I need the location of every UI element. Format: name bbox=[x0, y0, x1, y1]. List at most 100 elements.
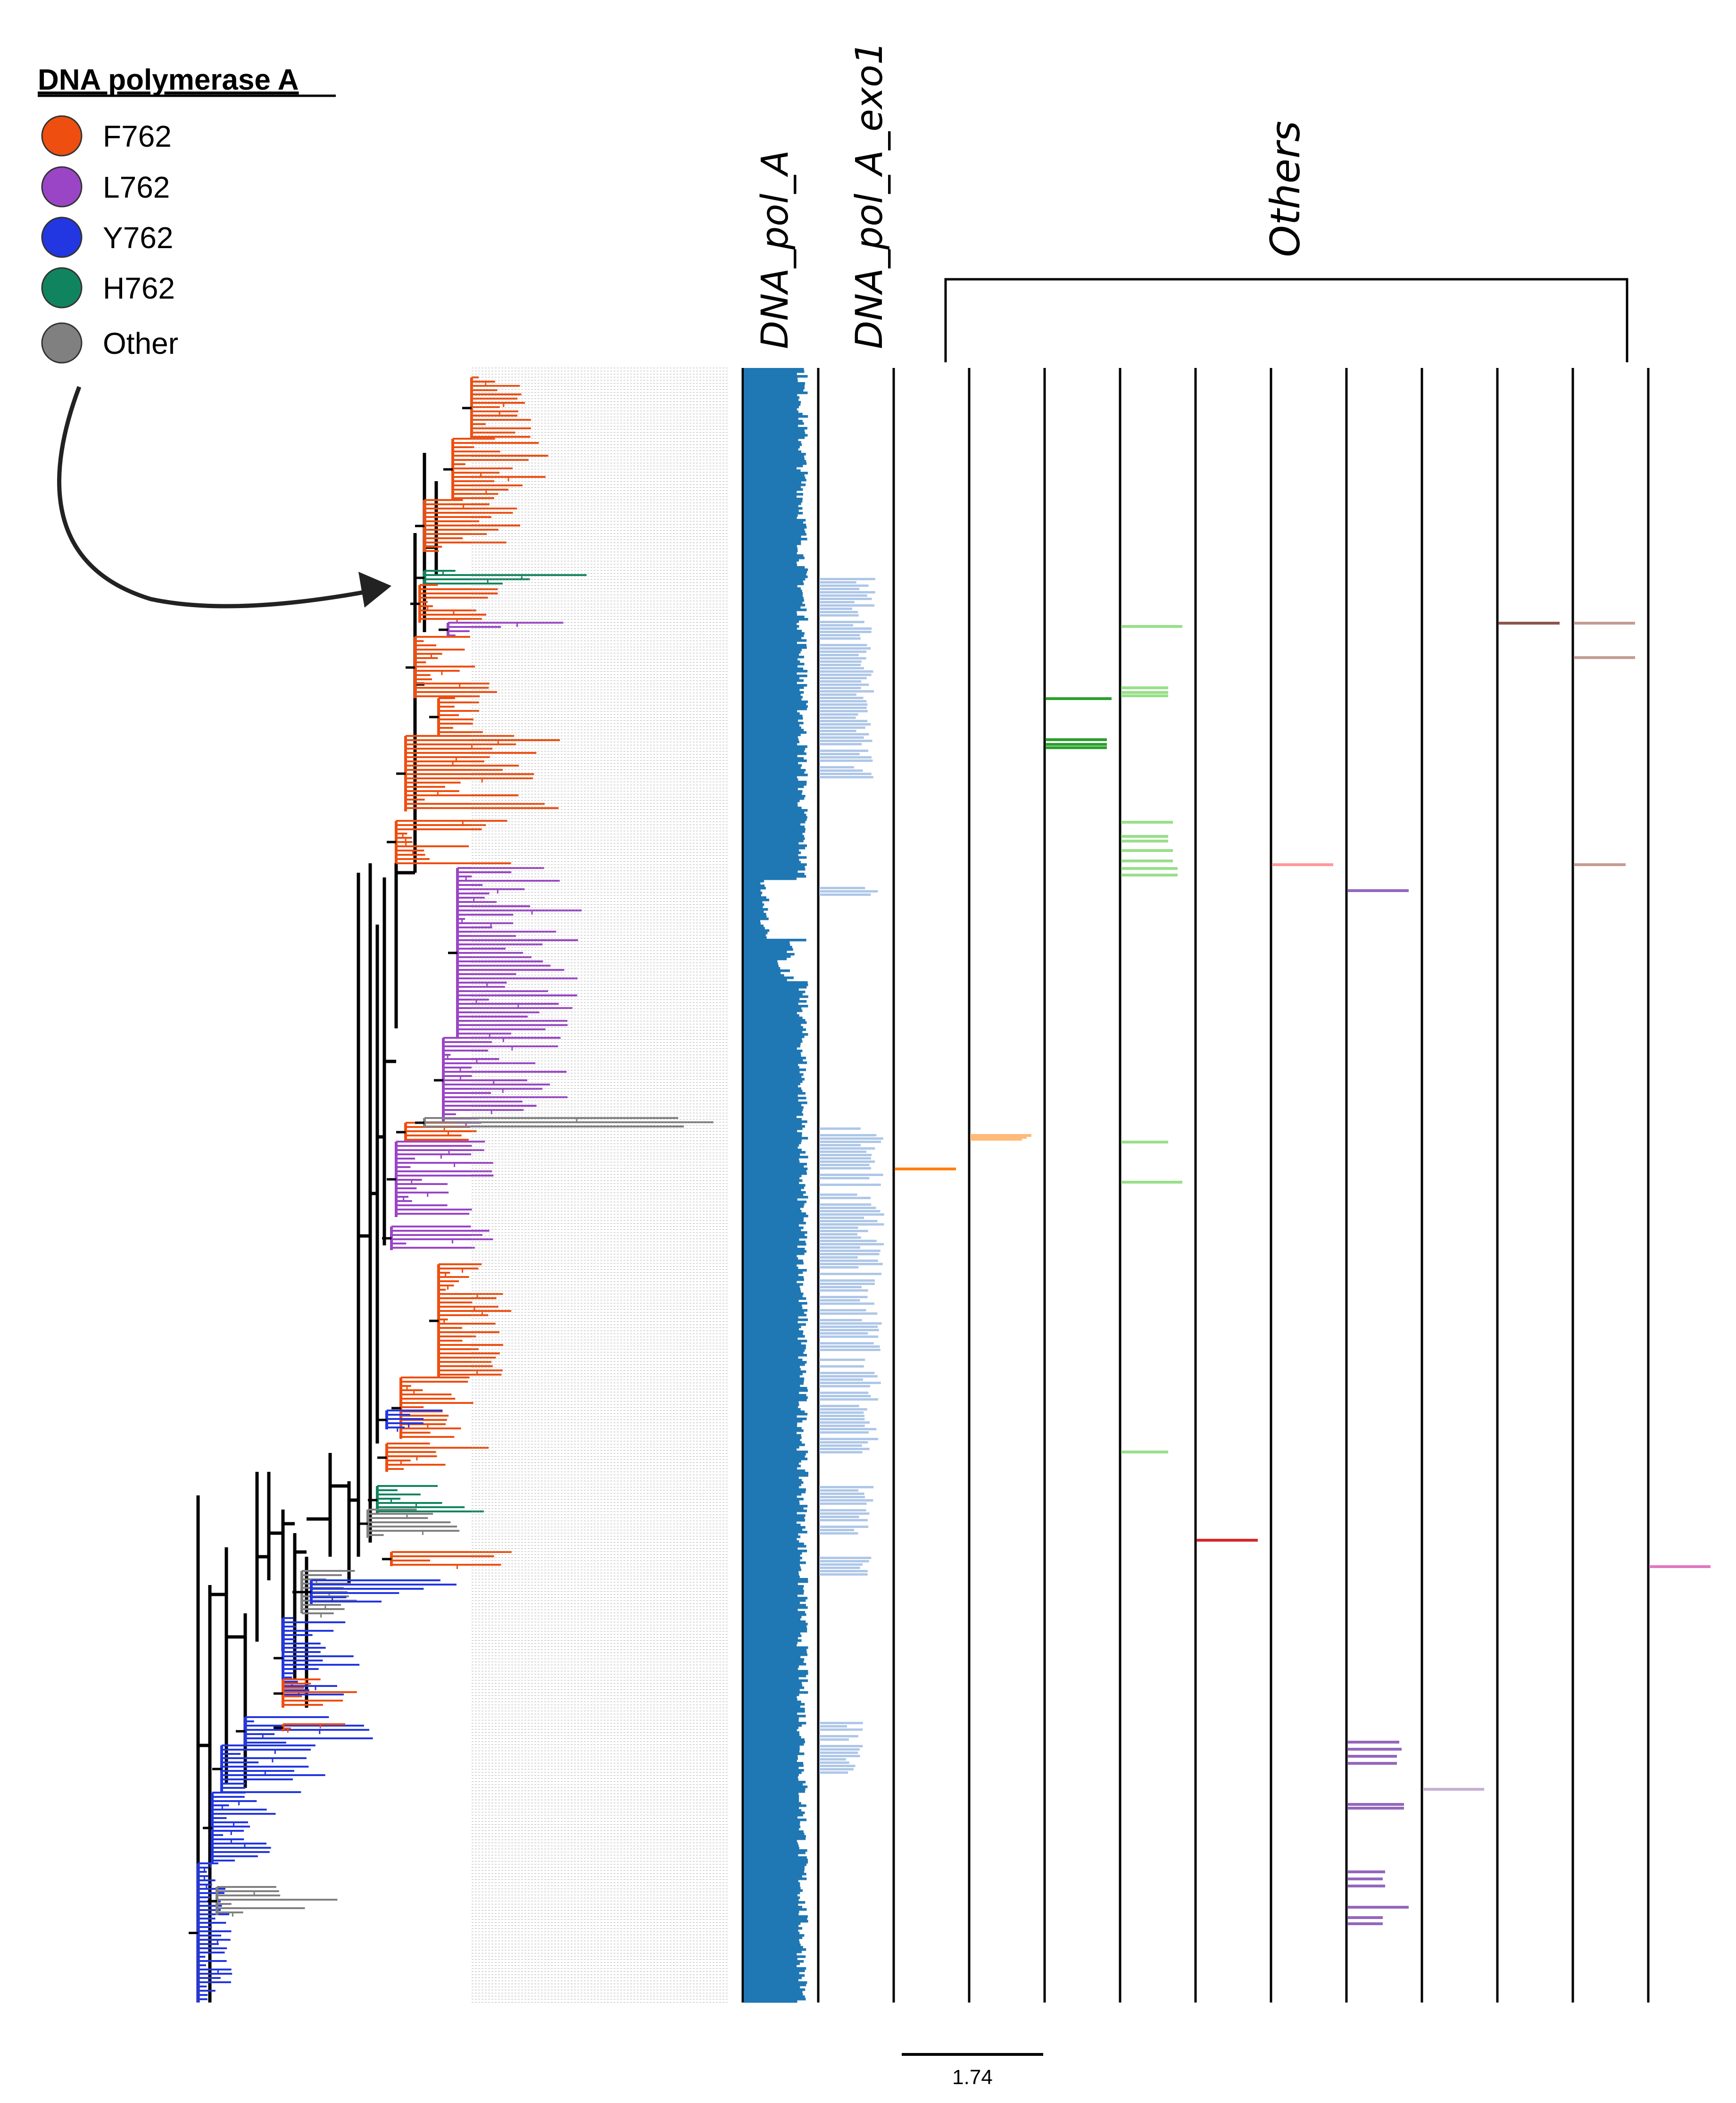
dna-pol-a-bar bbox=[744, 1599, 806, 1602]
dna-pol-a-bar bbox=[744, 1241, 806, 1243]
dna-pol-a-bar bbox=[744, 1427, 802, 1430]
dna-pol-a-bar bbox=[744, 380, 798, 383]
dna-pol-a-bar bbox=[744, 1222, 806, 1225]
dna-pol-a-bar bbox=[744, 830, 806, 833]
dna-pol-a-bar bbox=[744, 804, 798, 807]
dna-pol-a-bar bbox=[744, 790, 803, 793]
dna-pol-a-bar bbox=[744, 1670, 808, 1673]
dna-pol-a-bar bbox=[744, 1057, 806, 1060]
dna-pol-a-bar bbox=[744, 1151, 806, 1154]
dna-pol-a-exo1-bar bbox=[819, 1532, 858, 1535]
dna-pol-a-bar bbox=[744, 1243, 806, 1246]
dna-pol-a-bar bbox=[744, 1465, 801, 1468]
dna-pol-a-bar bbox=[744, 1587, 803, 1590]
dna-pol-a-bar bbox=[744, 991, 806, 993]
dna-pol-a-bar bbox=[744, 1484, 801, 1486]
other-domain-bar bbox=[1121, 686, 1168, 689]
dna-pol-a-bar bbox=[744, 894, 761, 897]
dna-pol-a-exo1-bar bbox=[819, 1151, 867, 1153]
dna-pol-a-bar bbox=[744, 906, 763, 909]
dna-pol-a-bar bbox=[744, 1823, 800, 1826]
dna-pol-a-exo1-bar bbox=[819, 1382, 881, 1384]
dna-pol-a-bar bbox=[744, 851, 801, 854]
dna-pol-a-bar bbox=[744, 1061, 807, 1064]
dna-pol-a-bar bbox=[744, 1031, 803, 1034]
dna-pol-a-bar bbox=[744, 1524, 801, 1527]
annotation-tracks bbox=[741, 368, 1711, 2003]
dna-pol-a-bar bbox=[744, 1314, 807, 1317]
legend-label-h762: H762 bbox=[103, 271, 175, 305]
dna-pol-a-exo1-bar bbox=[819, 1405, 859, 1407]
dna-pol-a-bar bbox=[744, 1583, 798, 1586]
dna-pol-a-bar bbox=[744, 514, 798, 517]
dna-pol-a-bar bbox=[744, 962, 778, 965]
dna-pol-a-bar bbox=[744, 677, 800, 680]
dna-pol-a-bar bbox=[744, 1132, 802, 1135]
dna-pol-a-bar bbox=[744, 785, 804, 788]
dna-pol-a-bar bbox=[744, 1708, 805, 1711]
dna-pol-a-bar bbox=[744, 750, 805, 753]
dna-pol-a-bar bbox=[744, 460, 806, 463]
dna-pol-a-bar bbox=[744, 1248, 805, 1251]
dna-pol-a-bar bbox=[744, 1054, 801, 1057]
dna-pol-a-bar bbox=[744, 1797, 799, 1800]
dna-pol-a-bar bbox=[744, 1778, 798, 1781]
dna-pol-a-bar bbox=[744, 1448, 797, 1451]
dna-pol-a-bar bbox=[744, 1316, 798, 1319]
dna-pol-a-bar bbox=[744, 1663, 806, 1666]
dna-pol-a-bar bbox=[744, 679, 804, 682]
dna-pol-a-bar bbox=[744, 592, 803, 595]
dna-pol-a-exo1-bar bbox=[819, 1230, 868, 1232]
dna-pol-a-exo1-bar bbox=[819, 736, 864, 739]
dna-pol-a-bar bbox=[744, 1429, 804, 1432]
dna-pol-a-bar bbox=[744, 1653, 808, 1656]
other-domain-bar bbox=[1649, 1565, 1711, 1568]
dna-pol-a-bar bbox=[744, 1849, 807, 1852]
dna-pol-a-exo1-bar bbox=[819, 1444, 862, 1447]
dna-pol-a-exo1-bar bbox=[819, 1283, 875, 1285]
dna-pol-a-bar bbox=[744, 653, 799, 656]
dna-pol-a-bar bbox=[744, 601, 803, 604]
dna-pol-a-bar bbox=[744, 771, 805, 774]
dna-pol-a-bar bbox=[744, 1736, 801, 1739]
dna-pol-a-exo1-bar bbox=[819, 753, 860, 755]
dna-pol-a-bar bbox=[744, 1514, 806, 1517]
dna-pol-a-bar bbox=[744, 587, 801, 590]
dna-pol-a-exo1-bar bbox=[819, 1213, 884, 1216]
dna-pol-a-bar bbox=[744, 512, 803, 515]
dna-pol-a-bar bbox=[744, 1111, 802, 1114]
dna-pol-a-exo1-bar bbox=[819, 578, 875, 580]
dna-pol-a-bar bbox=[744, 498, 803, 501]
dna-pol-a-exo1-bar bbox=[819, 1177, 870, 1179]
dna-pol-a-bar bbox=[744, 755, 797, 758]
dna-pol-a-bar bbox=[744, 684, 807, 687]
dna-pol-a-bar bbox=[744, 1661, 804, 1663]
dna-pol-a-bar bbox=[744, 1875, 802, 1878]
dna-pol-a-bar bbox=[744, 1561, 806, 1564]
dna-pol-a-bar bbox=[744, 1651, 807, 1654]
dna-pol-a-bar bbox=[744, 1920, 808, 1923]
dna-pol-a-bar bbox=[744, 1807, 799, 1810]
dna-pol-a-bar bbox=[744, 1774, 799, 1777]
dna-pol-a-bar bbox=[744, 1800, 799, 1803]
dna-pol-a-bar bbox=[744, 1408, 801, 1411]
legend-label-other: Other bbox=[103, 326, 178, 360]
dna-pol-a-bar bbox=[744, 1137, 808, 1140]
dna-pol-a-bar bbox=[744, 1257, 798, 1260]
dna-pol-a-bar bbox=[744, 609, 807, 611]
dna-pol-a-bar bbox=[744, 1771, 802, 1774]
dna-pol-a-bar bbox=[744, 1750, 800, 1753]
dna-pol-a-exo1-bar bbox=[819, 1411, 864, 1414]
dna-pol-a-bar bbox=[744, 1540, 799, 1543]
dna-pol-a-bar bbox=[744, 1474, 808, 1477]
dna-pol-a-bar bbox=[744, 731, 807, 734]
dna-pol-a-bar bbox=[744, 1609, 798, 1611]
dna-pol-a-bar bbox=[744, 368, 804, 371]
dna-pol-a-bar bbox=[744, 724, 800, 727]
dna-pol-a-exo1-bar bbox=[819, 1263, 883, 1265]
dna-pol-a-exo1-bar bbox=[819, 1302, 875, 1305]
dna-pol-a-bar bbox=[744, 998, 800, 1001]
dna-pol-a-bar bbox=[744, 429, 805, 432]
dna-pol-a-bar bbox=[744, 875, 806, 878]
dna-pol-a-bar bbox=[744, 1144, 799, 1147]
